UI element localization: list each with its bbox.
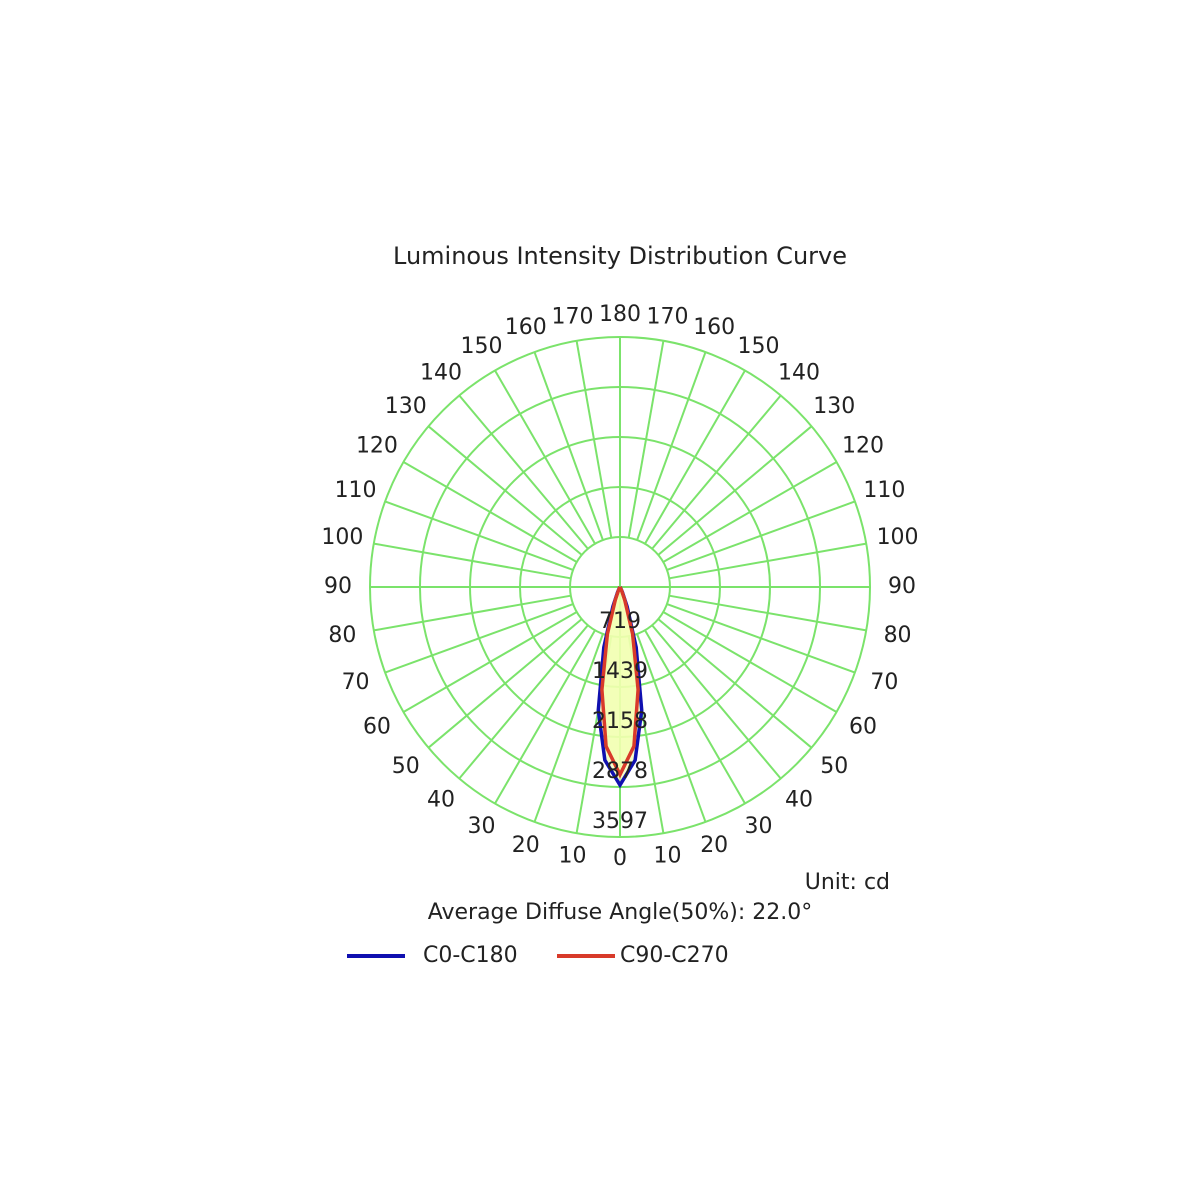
r-tick-label: 1439 bbox=[592, 659, 648, 684]
angle-tick-label: 110 bbox=[335, 478, 377, 503]
grid-ring bbox=[369, 336, 871, 838]
angle-tick-label: 30 bbox=[468, 814, 496, 839]
angle-tick-label: 10 bbox=[654, 844, 682, 869]
angle-tick-label: 120 bbox=[842, 434, 884, 459]
angle-tick-label: 160 bbox=[505, 315, 547, 340]
unit-label: Unit: cd bbox=[805, 870, 890, 895]
angle-tick-label: 10 bbox=[558, 844, 586, 869]
angle-tick-label: 30 bbox=[745, 814, 773, 839]
angle-tick-label: 60 bbox=[363, 714, 391, 739]
angle-tick-label: 100 bbox=[321, 525, 363, 550]
angle-tick-label: 50 bbox=[392, 754, 420, 779]
angle-tick-label: 170 bbox=[551, 304, 593, 329]
r-tick-label: 2158 bbox=[592, 709, 648, 734]
curve bbox=[600, 586, 640, 779]
curve-fill bbox=[601, 587, 639, 775]
angle-tick-label: 100 bbox=[877, 525, 919, 550]
angle-tick-label: 170 bbox=[647, 304, 689, 329]
angle-tick-label: 20 bbox=[700, 833, 728, 858]
angle-tick-label: 90 bbox=[324, 574, 352, 599]
r-tick-label: 3597 bbox=[592, 809, 648, 834]
r-tick-label: 719 bbox=[599, 609, 641, 634]
angle-tick-label: 140 bbox=[420, 361, 462, 386]
angle-tick-label: 60 bbox=[849, 714, 877, 739]
angle-tick-label: 40 bbox=[427, 787, 455, 812]
angle-tick-label: 110 bbox=[863, 478, 905, 503]
angle-tick-label: 120 bbox=[356, 434, 398, 459]
chart-title: Luminous Intensity Distribution Curve bbox=[393, 242, 847, 270]
angle-tick-label: 140 bbox=[778, 361, 820, 386]
angle-tick-label: 20 bbox=[512, 833, 540, 858]
angle-tick-label: 50 bbox=[820, 754, 848, 779]
angle-tick-label: 180 bbox=[599, 302, 641, 327]
angle-tick-label: 40 bbox=[785, 787, 813, 812]
legend-label: C90-C270 bbox=[620, 943, 729, 968]
angle-tick-label: 70 bbox=[342, 670, 370, 695]
angle-tick-label: 130 bbox=[813, 394, 855, 419]
angle-tick-label: 150 bbox=[738, 334, 780, 359]
annotation: Average Diffuse Angle(50%): 22.0° bbox=[428, 900, 813, 925]
angle-tick-label: 160 bbox=[693, 315, 735, 340]
angle-tick-label: 70 bbox=[870, 670, 898, 695]
angle-tick-label: 0 bbox=[613, 846, 627, 871]
angle-tick-label: 130 bbox=[385, 394, 427, 419]
legend-label: C0-C180 bbox=[423, 943, 518, 968]
r-tick-label: 2878 bbox=[592, 759, 648, 784]
angle-tick-label: 80 bbox=[328, 623, 356, 648]
angle-tick-label: 150 bbox=[461, 334, 503, 359]
angle-tick-label: 90 bbox=[888, 574, 916, 599]
angle-tick-label: 80 bbox=[884, 623, 912, 648]
